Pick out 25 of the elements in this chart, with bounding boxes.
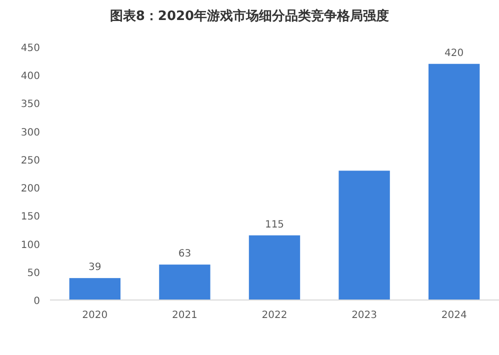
y-tick-label: 450 [20,43,40,54]
y-tick-label: 200 [20,184,40,195]
bar [159,264,210,300]
data-label: 115 [264,219,284,230]
data-label: 39 [88,262,102,274]
y-tick-label: 400 [20,71,40,82]
x-tick-label: 2021 [172,310,198,321]
y-tick-label: 300 [20,127,40,138]
data-label: 63 [178,248,192,260]
y-tick-label: 250 [20,155,40,166]
chart-title: 图表8：2020年游戏市场细分品类竞争格局强度 [110,8,390,24]
data-label: 420 [444,48,464,59]
y-tick-label: 0 [34,296,40,307]
x-tick-label: 2022 [262,310,288,321]
y-tick-label: 150 [20,212,40,223]
y-tick-label: 50 [27,268,40,279]
x-tick-label: 2023 [352,310,378,321]
bar [338,170,390,300]
bar [69,278,120,300]
y-tick-label: 350 [20,99,40,110]
bar [428,64,480,300]
y-tick-label: 100 [20,240,40,251]
bar [248,235,300,300]
x-tick-label: 2024 [441,310,467,321]
x-tick-label: 2020 [82,310,108,321]
